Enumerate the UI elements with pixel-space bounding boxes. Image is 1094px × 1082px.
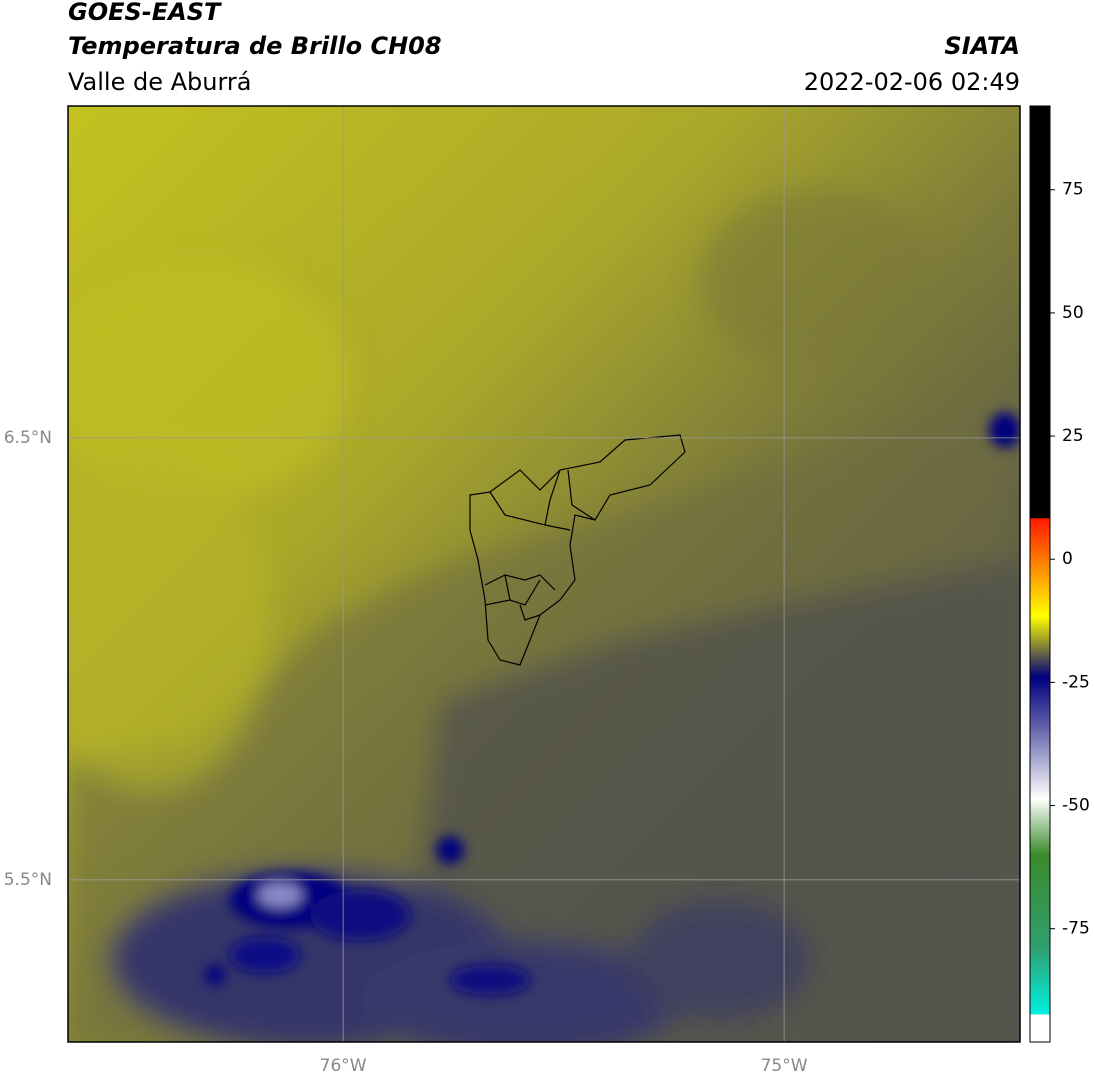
lon-tick-label: 75°W	[761, 1056, 808, 1076]
title: GOES-EAST	[68, 0, 222, 26]
colorbar-tick-label: 25	[1062, 426, 1084, 446]
region: Valle de Aburrá	[68, 68, 252, 96]
lat-tick-label: 6.5°N	[4, 428, 52, 448]
datetime: 2022-02-06 02:49	[804, 68, 1020, 96]
lat-tick-label: 5.5°N	[4, 870, 52, 890]
colorbar	[1029, 105, 1051, 1043]
subtitle: Temperatura de Brillo CH08	[68, 32, 442, 60]
colorbar-tick-label: -25	[1062, 672, 1090, 692]
colorbar-tick-label: -50	[1062, 796, 1090, 816]
colorbar-tick-label: -75	[1062, 919, 1090, 939]
map-image	[68, 106, 1020, 1042]
colorbar-tick-label: 75	[1062, 180, 1084, 200]
colorbar-tick-label: 50	[1062, 303, 1084, 323]
map-frame	[67, 105, 1021, 1043]
lon-tick-label: 76°W	[320, 1056, 367, 1076]
agency: SIATA	[944, 32, 1020, 60]
colorbar-tick-label: 0	[1062, 549, 1073, 569]
valley-outline	[469, 434, 686, 666]
